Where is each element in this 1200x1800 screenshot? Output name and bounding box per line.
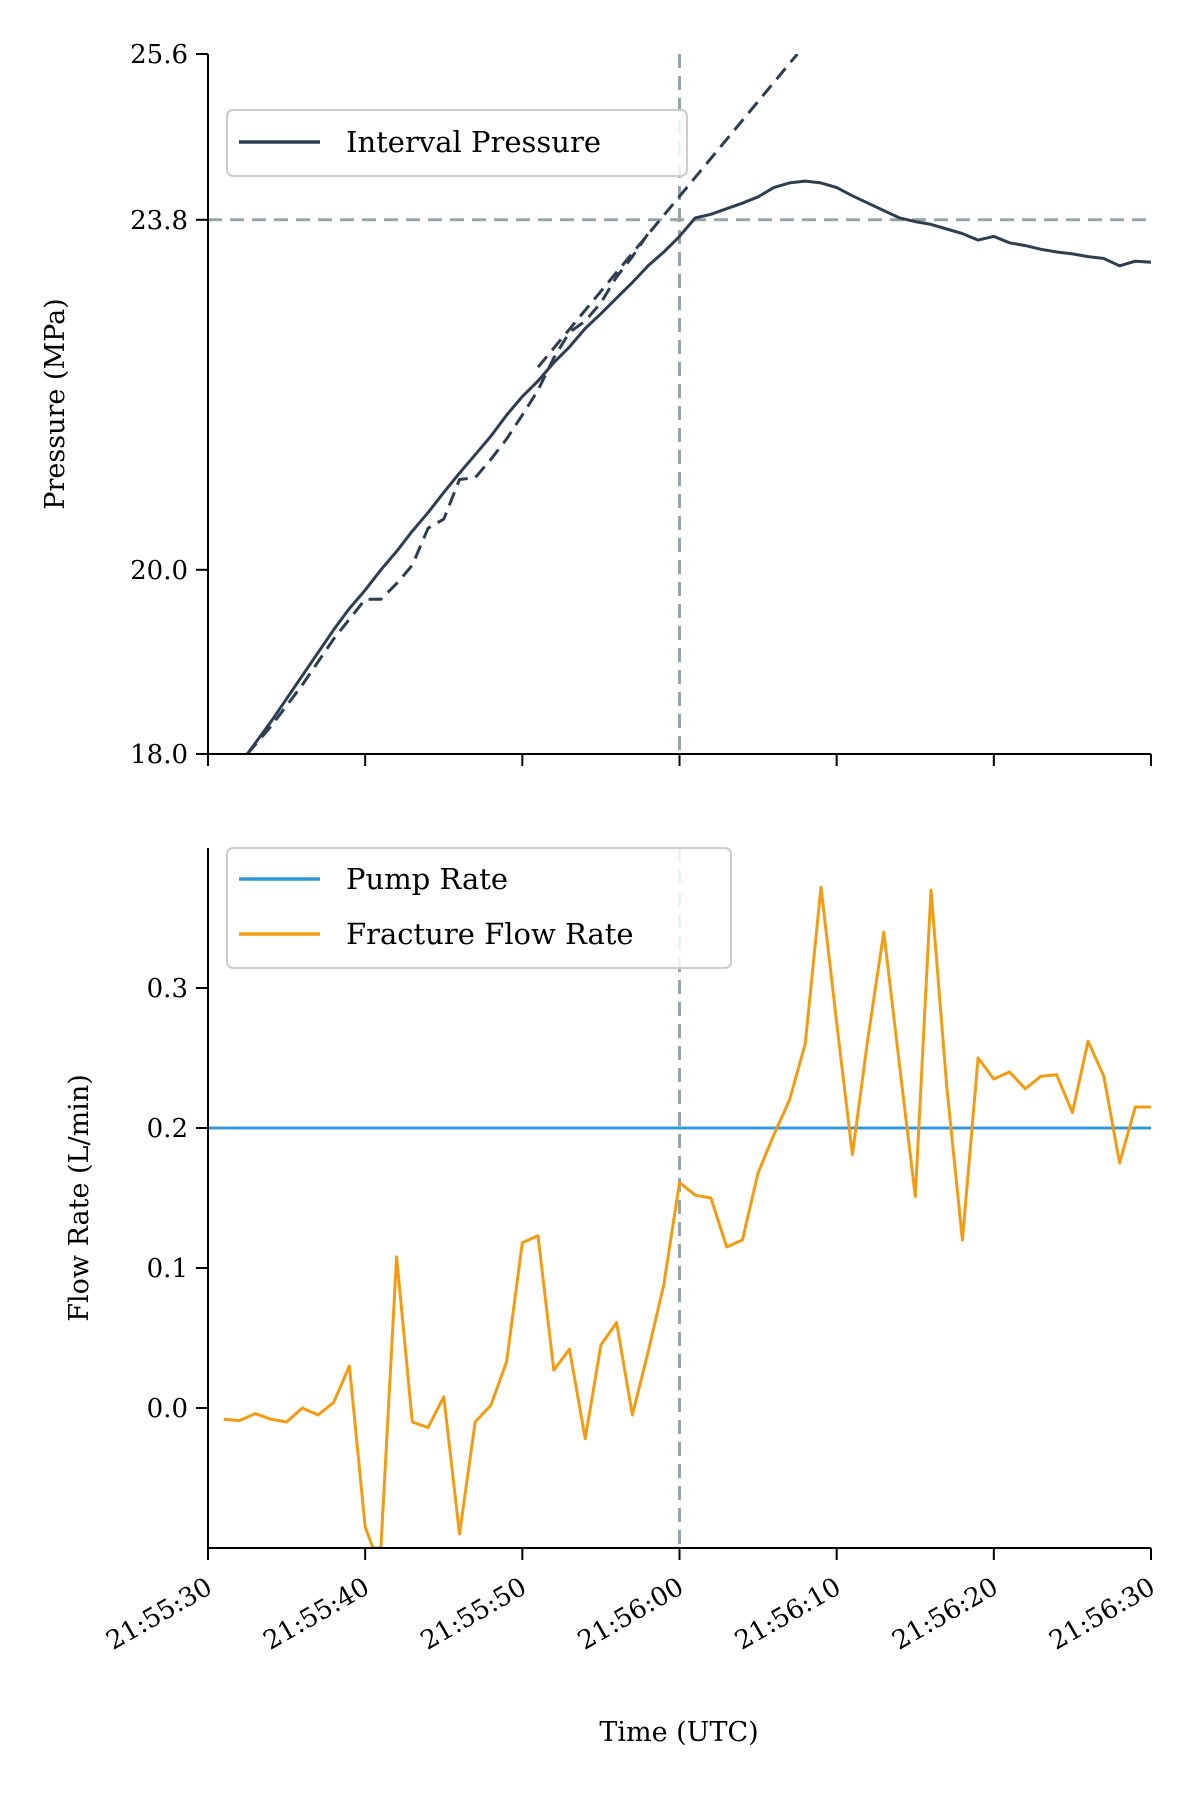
pressure-panel: 18.0 20.0 23.8 25.6 Pressure (MPa) Interval… — [40, 40, 1152, 770]
flow-legend-box — [226, 847, 732, 969]
time-tick-label: 21:56:10 — [730, 1572, 846, 1656]
fracture-flow-rate-line-1 — [223, 885, 1151, 1548]
fracture-flow-rate-legend-label: Fracture Flow Rate — [346, 917, 634, 951]
pressure-y-tick-label: 25.6 — [130, 40, 188, 70]
flow-panel: 0.00.10.20.3 21:55:30 21:55:40 21:55:50 21:… — [64, 847, 1161, 1748]
flow-y-tick-label: 0.0 — [147, 1394, 188, 1424]
flow-y-tick-label: 0.1 — [147, 1254, 188, 1284]
flow-y-tick-label: 0.3 — [147, 974, 188, 1004]
pressure-fit-line-1 — [246, 232, 650, 754]
flow-xlabel: Time (UTC) — [599, 1717, 758, 1748]
pressure-fit-line-2 — [536, 54, 799, 369]
pressure-y-tick-label: 20.0 — [130, 556, 188, 586]
flow-y-tick-label: 0.2 — [147, 1114, 188, 1144]
flow-ylabel: Flow Rate (L/min) — [64, 1074, 95, 1322]
flow-x-ticks: 21:55:30 21:55:40 21:55:50 21:56:00 21:56:10… — [101, 1548, 1161, 1656]
time-tick-label: 21:56:00 — [573, 1572, 689, 1656]
pressure-x-ticks — [207, 754, 1152, 766]
pressure-y-tick-label: 23.8 — [130, 206, 188, 236]
time-tick-label: 21:55:50 — [416, 1572, 532, 1656]
interval-pressure-line-0 — [246, 179, 1151, 754]
time-tick-label: 21:55:30 — [101, 1572, 217, 1656]
pressure-legend-box — [226, 109, 688, 177]
pump-rate-legend-label: Pump Rate — [346, 862, 508, 896]
pressure-y-ticks: 18.0 20.0 23.8 25.6 — [130, 40, 208, 770]
pressure-ylabel: Pressure (MPa) — [40, 298, 71, 509]
flow-y-ticks: 0.0 0.1 0.2 0.3 — [147, 974, 208, 1424]
time-tick-label: 21:56:20 — [887, 1572, 1003, 1656]
time-tick-label: 21:55:40 — [259, 1572, 375, 1656]
interval-pressure-legend-label: Interval Pressure — [346, 125, 601, 159]
time-tick-label: 21:56:30 — [1044, 1572, 1160, 1656]
pressure-legend: Interval Pressure — [226, 109, 688, 177]
pressure-y-tick-label: 18.0 — [130, 740, 188, 770]
flow-legend: Pump Rate Fracture Flow Rate — [226, 847, 732, 969]
